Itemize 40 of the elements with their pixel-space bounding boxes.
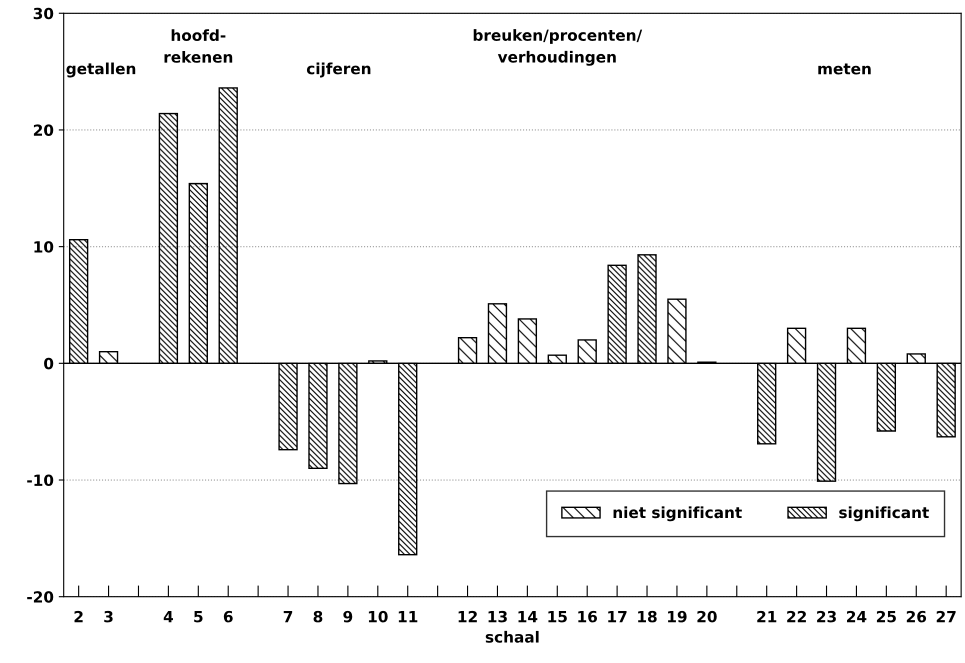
legend-label: significant [839, 506, 929, 522]
x-tick-label: 16 [578, 610, 598, 622]
x-tick-label: 18 [638, 610, 657, 622]
x-tick-label: 23 [817, 610, 836, 622]
x-tick-label: 27 [936, 610, 956, 622]
x-tick-label: 3 [104, 610, 113, 622]
x-tick-label: 6 [224, 610, 233, 622]
annotation: breuken/procenten/ verhoudingen [474, 29, 642, 66]
x-tick-label: 8 [314, 610, 322, 622]
x-tick-label: 7 [284, 611, 292, 622]
x-tick-label: 13 [488, 610, 507, 622]
y-tick-label: -10 [27, 474, 54, 486]
x-tick-label: 5 [194, 611, 203, 622]
x-axis-title: schaal [486, 630, 539, 643]
y-tick-label: 30 [34, 8, 54, 20]
x-tick-label: 12 [458, 610, 477, 622]
x-tick-label: 20 [697, 610, 717, 622]
x-tick-label: 26 [906, 610, 926, 622]
legend-label: niet significant [614, 506, 742, 522]
x-tick-label: 15 [548, 611, 567, 622]
y-tick-label: 10 [34, 241, 54, 253]
x-tick-label: 17 [608, 611, 627, 622]
y-tick-label: -20 [27, 591, 54, 603]
x-tick-label: 9 [343, 610, 352, 622]
x-tick-label: 19 [668, 610, 687, 622]
x-tick-label: 11 [398, 611, 418, 622]
x-tick-label: 2 [74, 610, 83, 622]
x-tick-label: 14 [518, 611, 538, 622]
annotation: hoofd- rekenen [164, 29, 232, 63]
y-tick-label: 0 [44, 358, 54, 370]
x-tick-label: 10 [368, 610, 388, 622]
annotation: meten [818, 64, 871, 74]
annotation: getallen [66, 62, 136, 78]
x-tick-label: 24 [847, 610, 866, 622]
y-tick-label: 20 [34, 124, 54, 136]
x-tick-label: 21 [757, 610, 776, 622]
annotation: cijferen [306, 62, 370, 78]
x-tick-label: 25 [876, 610, 896, 622]
x-tick-label: 4 [164, 611, 174, 622]
x-tick-label: 22 [787, 610, 806, 622]
